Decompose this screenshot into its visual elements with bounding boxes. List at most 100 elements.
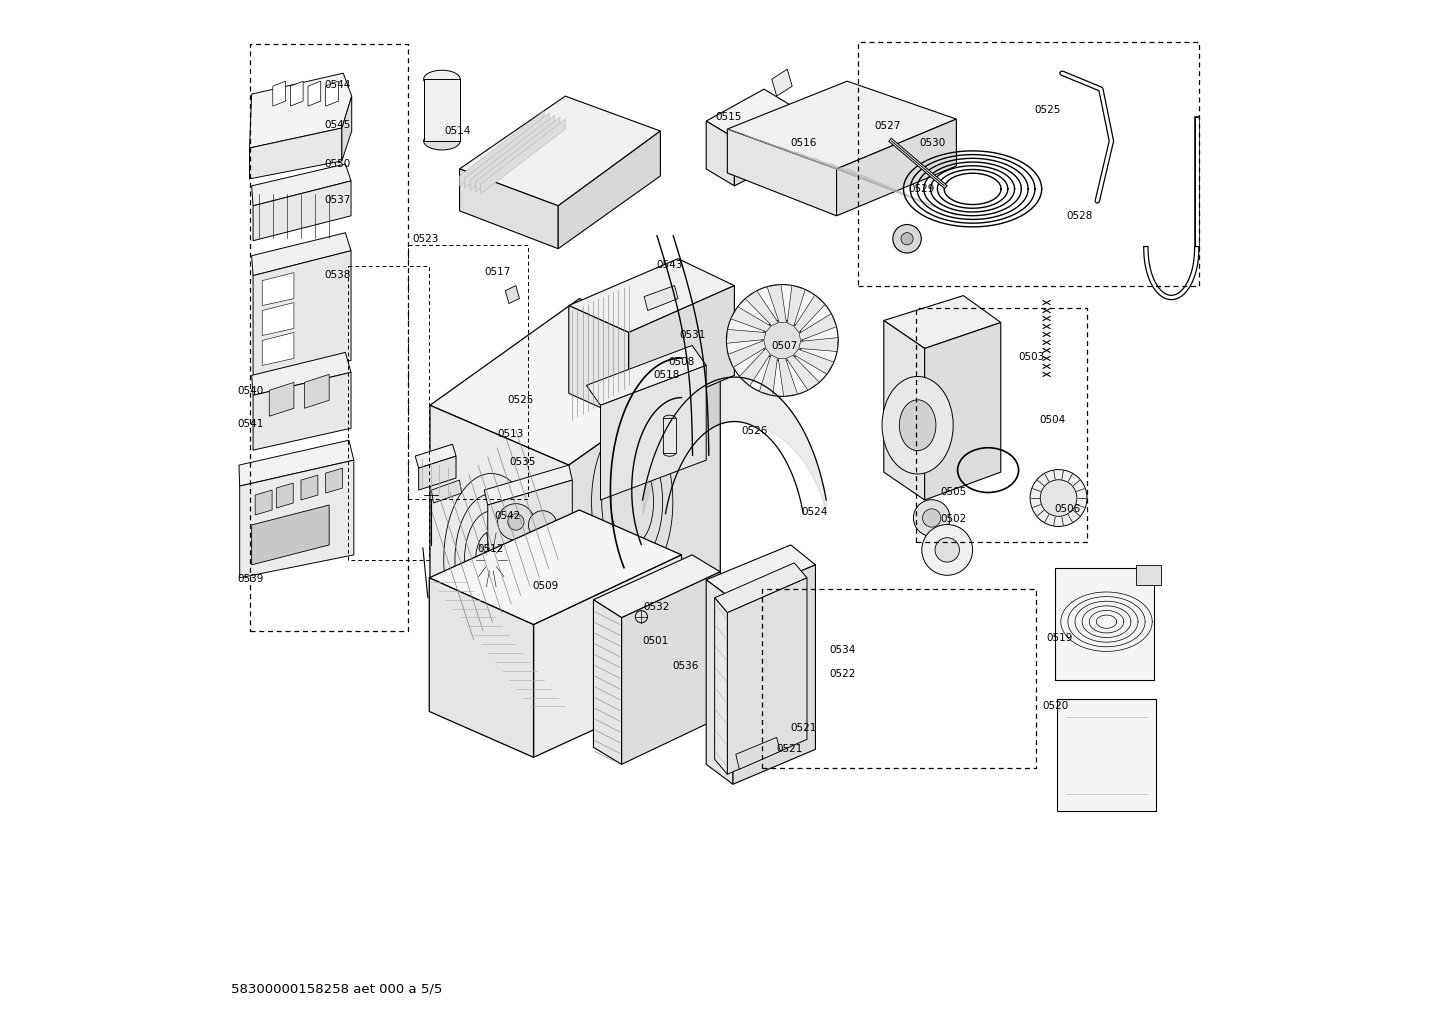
- Ellipse shape: [883, 376, 953, 474]
- Polygon shape: [1136, 565, 1161, 585]
- Polygon shape: [884, 296, 1001, 348]
- Ellipse shape: [497, 503, 534, 540]
- Text: 0550: 0550: [324, 159, 350, 169]
- Polygon shape: [594, 600, 622, 764]
- Ellipse shape: [727, 284, 838, 396]
- Polygon shape: [707, 545, 815, 600]
- Ellipse shape: [636, 610, 647, 623]
- Polygon shape: [424, 79, 460, 141]
- Polygon shape: [290, 82, 303, 106]
- Polygon shape: [430, 510, 682, 625]
- Polygon shape: [629, 285, 734, 420]
- Polygon shape: [480, 119, 565, 194]
- Polygon shape: [534, 555, 682, 757]
- Text: 0517: 0517: [485, 267, 510, 277]
- Polygon shape: [884, 321, 924, 500]
- Polygon shape: [594, 555, 721, 618]
- Text: 0520: 0520: [1043, 701, 1069, 710]
- Polygon shape: [485, 465, 572, 505]
- Polygon shape: [771, 69, 792, 96]
- Ellipse shape: [1030, 470, 1087, 527]
- Polygon shape: [1057, 699, 1156, 811]
- Ellipse shape: [893, 224, 921, 253]
- Polygon shape: [707, 580, 733, 785]
- Polygon shape: [787, 285, 805, 326]
- Polygon shape: [252, 232, 350, 275]
- Text: 0532: 0532: [643, 602, 671, 612]
- Polygon shape: [622, 572, 721, 764]
- Text: 0502: 0502: [940, 514, 966, 524]
- Polygon shape: [558, 131, 660, 249]
- Polygon shape: [252, 505, 329, 565]
- Text: 0527: 0527: [874, 121, 901, 131]
- Polygon shape: [277, 483, 293, 508]
- Polygon shape: [707, 89, 792, 138]
- Polygon shape: [746, 290, 779, 326]
- Text: 0505: 0505: [940, 487, 966, 497]
- Ellipse shape: [424, 70, 460, 88]
- Polygon shape: [568, 306, 629, 420]
- Polygon shape: [255, 490, 273, 515]
- Polygon shape: [252, 251, 350, 380]
- Ellipse shape: [1040, 480, 1077, 517]
- Polygon shape: [795, 296, 825, 332]
- Polygon shape: [663, 418, 676, 453]
- Text: 0522: 0522: [829, 669, 857, 679]
- Polygon shape: [779, 359, 797, 396]
- Text: 0504: 0504: [1040, 415, 1066, 425]
- Text: 0530: 0530: [919, 138, 946, 148]
- Polygon shape: [793, 350, 833, 374]
- Polygon shape: [270, 382, 294, 416]
- Text: 0525: 0525: [508, 394, 534, 405]
- Ellipse shape: [508, 514, 523, 530]
- Text: 0539: 0539: [238, 574, 264, 584]
- Text: 0508: 0508: [668, 357, 695, 367]
- Polygon shape: [301, 475, 317, 500]
- Polygon shape: [645, 285, 678, 311]
- Text: 0507: 0507: [771, 341, 797, 351]
- Polygon shape: [460, 96, 660, 206]
- Ellipse shape: [901, 232, 913, 245]
- Text: 0521: 0521: [776, 744, 802, 754]
- Polygon shape: [731, 307, 771, 332]
- Polygon shape: [740, 348, 770, 386]
- Text: 0542: 0542: [495, 511, 521, 521]
- Text: 0525: 0525: [1034, 105, 1060, 115]
- Polygon shape: [728, 340, 766, 367]
- Polygon shape: [430, 406, 568, 699]
- Ellipse shape: [900, 399, 936, 450]
- Polygon shape: [767, 284, 786, 323]
- Polygon shape: [415, 444, 456, 468]
- Ellipse shape: [528, 511, 557, 539]
- Polygon shape: [836, 119, 956, 216]
- Polygon shape: [568, 359, 721, 699]
- Polygon shape: [430, 299, 721, 465]
- Polygon shape: [262, 303, 294, 335]
- Ellipse shape: [923, 508, 940, 527]
- Text: 0516: 0516: [790, 138, 816, 148]
- Polygon shape: [430, 598, 643, 699]
- Polygon shape: [727, 329, 766, 343]
- Text: 0531: 0531: [679, 330, 705, 339]
- Text: 0541: 0541: [238, 419, 264, 429]
- Text: 0509: 0509: [532, 581, 558, 591]
- Polygon shape: [727, 129, 836, 216]
- Polygon shape: [799, 337, 838, 352]
- Text: 0503: 0503: [1018, 353, 1045, 362]
- Polygon shape: [476, 117, 559, 192]
- Polygon shape: [460, 169, 558, 249]
- Text: 0536: 0536: [672, 661, 698, 671]
- Polygon shape: [418, 457, 456, 490]
- Text: 0513: 0513: [497, 429, 523, 439]
- Polygon shape: [924, 322, 1001, 500]
- Text: 0528: 0528: [1067, 211, 1093, 221]
- Ellipse shape: [761, 320, 803, 361]
- Ellipse shape: [934, 538, 959, 562]
- Polygon shape: [799, 314, 836, 340]
- Polygon shape: [431, 480, 461, 503]
- Ellipse shape: [663, 415, 676, 421]
- Text: 0535: 0535: [509, 457, 536, 467]
- Text: 0544: 0544: [324, 79, 350, 90]
- Polygon shape: [715, 598, 727, 774]
- Polygon shape: [326, 468, 343, 493]
